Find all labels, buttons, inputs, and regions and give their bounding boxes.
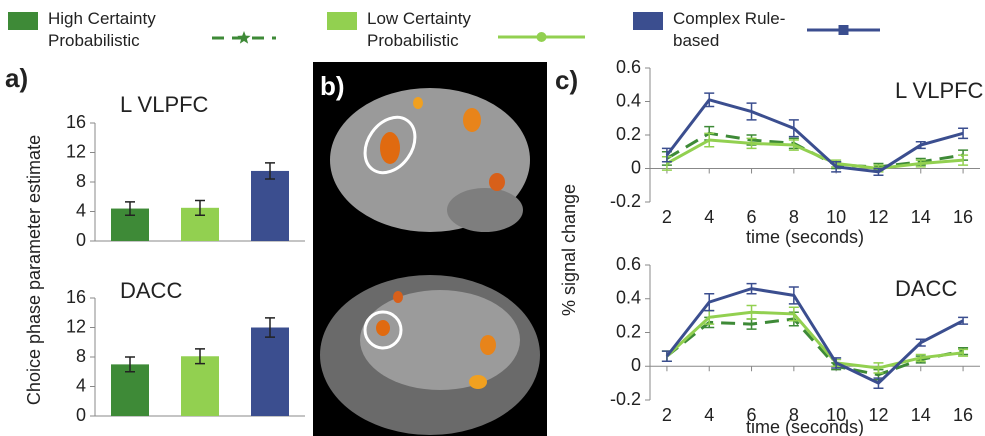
x-axis-label: time (seconds) [746,417,864,436]
cerebellum [447,188,523,232]
legend-label: Low Certainty Probabilistic [367,8,497,52]
legend-swatch [633,12,663,30]
legend-marker [537,32,547,42]
activation-blob [393,291,403,303]
y-tick-label: -0.2 [610,191,641,211]
y-tick-label: 0.4 [616,288,641,308]
x-tick-label: 16 [953,405,973,425]
y-tick-label: -0.2 [610,389,641,409]
x-tick-label: 6 [747,207,757,227]
x-tick-label: 12 [868,405,888,425]
chart-title: DACC [120,278,182,303]
activation-blob [413,97,423,109]
panel-label: c) [555,65,578,95]
series-line [667,289,963,384]
y-tick-label: 12 [66,141,86,161]
bar [251,328,289,417]
brain-tissue [360,290,520,390]
y-tick-label: 0 [76,230,86,250]
legend-label: High Certainty Probabilistic [48,8,198,52]
activation-blob [376,320,390,336]
y-tick-label: 0 [631,355,641,375]
activation-blob [463,108,481,132]
legend-swatch [8,12,38,30]
y-tick-label: 0.2 [616,321,641,341]
bar [251,171,289,241]
bar [181,356,219,416]
x-tick-label: 2 [662,405,672,425]
chart-title: DACC [895,276,957,301]
y-tick-label: 4 [76,375,86,395]
series-line [667,140,963,168]
activation-blob [380,132,400,164]
y-axis-label: Choice phase parameter estimate [24,135,44,405]
x-tick-label: 4 [704,207,714,227]
chart: b) 0 4 8 12 16 L VLPFC a) Choice phase paramete… [0,0,985,436]
x-tick-label: 10 [826,207,846,227]
y-tick-label: 0.4 [616,90,641,110]
panel-label: a) [5,63,28,93]
y-tick-label: 16 [66,287,86,307]
x-axis-label: time (seconds) [746,227,864,247]
chart-title: L VLPFC [120,92,209,117]
y-tick-label: 12 [66,316,86,336]
legend-label: Complex Rule-based [673,8,798,52]
y-tick-label: 8 [76,346,86,366]
legend-swatch [327,12,357,30]
chart-title: L VLPFC [895,78,984,103]
y-tick-label: 16 [66,112,86,132]
activation-blob [480,335,496,355]
y-tick-label: 0 [631,157,641,177]
y-axis-label: % signal change [559,184,579,316]
x-tick-label: 16 [953,207,973,227]
activation-blob [489,173,505,191]
x-tick-label: 14 [911,207,931,227]
legend-marker [237,31,250,44]
y-tick-label: 8 [76,171,86,191]
series-line [667,133,963,167]
y-tick-label: 4 [76,200,86,220]
series-line [667,312,963,368]
x-tick-label: 8 [789,207,799,227]
panel-label: b) [320,71,345,101]
y-tick-label: 0.6 [616,254,641,274]
y-tick-label: 0.2 [616,124,641,144]
x-tick-label: 4 [704,405,714,425]
x-tick-label: 2 [662,207,672,227]
y-tick-label: 0 [76,405,86,425]
x-tick-label: 12 [868,207,888,227]
activation-blob [469,375,487,389]
legend-marker [839,25,849,35]
x-tick-label: 14 [911,405,931,425]
figure: b) 0 4 8 12 16 L VLPFC a) Choice phase paramete… [0,0,985,436]
y-tick-label: 0.6 [616,57,641,77]
